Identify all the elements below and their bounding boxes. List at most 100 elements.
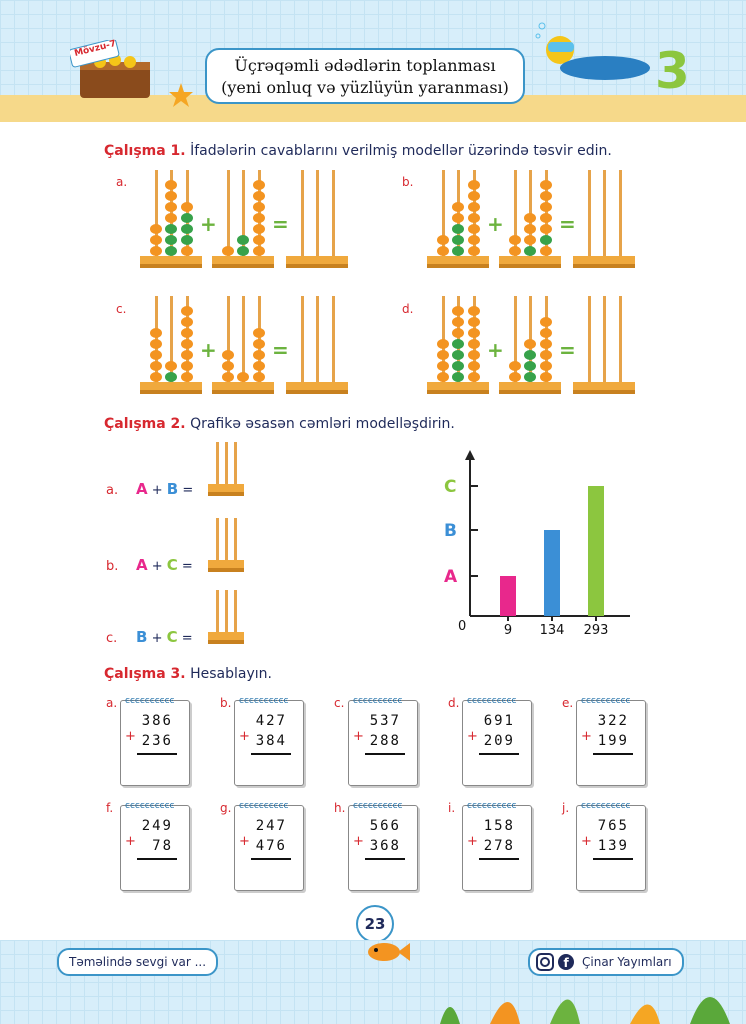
abacus-bead <box>467 202 480 212</box>
ex3-card-label: d. <box>448 696 460 710</box>
abacus-bead <box>539 235 552 245</box>
abacus-base <box>499 382 561 394</box>
abacus-bead <box>524 372 536 382</box>
abacus-bead <box>524 339 536 349</box>
abacus-bead <box>221 372 234 382</box>
abacus-bead <box>252 246 265 256</box>
abacus-bead <box>524 235 536 245</box>
equals-sign: = <box>178 483 194 498</box>
addend-bottom: 288 <box>369 733 401 749</box>
abacus-bead <box>165 213 177 223</box>
y-tick-label: A <box>444 567 458 587</box>
abacus-base <box>573 382 635 394</box>
abacus-rod <box>234 518 237 562</box>
ex3-card-label: f. <box>106 801 114 815</box>
abacus-bead <box>467 350 480 360</box>
ex2-right-letter: B <box>166 480 179 498</box>
abacus-bead <box>452 235 464 245</box>
ex2-left-letter: A <box>136 556 148 574</box>
abacus-bead <box>436 372 449 382</box>
footer-slogan: Təməlində sevgi var ... <box>57 948 219 976</box>
addition-card: ͼͼͼͼͼͼͼͼͼͼ 427 384 + <box>234 697 304 786</box>
addend-bottom: 139 <box>597 838 629 854</box>
ex2-row: a. A + B = <box>106 480 193 498</box>
plus-sign: + <box>147 559 167 574</box>
abacus-second <box>212 170 274 270</box>
abacus-base <box>499 256 561 268</box>
abacus-rod <box>242 170 245 258</box>
abacus-bead <box>539 224 552 234</box>
y-tick-label: C <box>444 477 456 497</box>
abacus-bead <box>539 180 552 190</box>
abacus-rod <box>216 442 219 486</box>
addend-top: 386 <box>141 713 173 729</box>
instagram-icon[interactable] <box>536 953 554 971</box>
plus-sign: + <box>353 729 364 744</box>
abacus-base <box>208 632 244 644</box>
plus-sign: + <box>125 834 136 849</box>
abacus-first <box>427 296 489 396</box>
abacus-bead <box>180 202 193 212</box>
addition-card: ͼͼͼͼͼͼͼͼͼͼ 537 288 + <box>348 697 418 786</box>
abacus-bead <box>436 361 449 371</box>
abacus-second <box>212 296 274 396</box>
abacus-answer <box>573 170 635 270</box>
plus-sign: + <box>147 631 167 646</box>
abacus-bead <box>467 361 480 371</box>
abacus-base <box>427 256 489 268</box>
plus-sign: + <box>581 834 592 849</box>
abacus-bead <box>252 339 265 349</box>
abacus-rod <box>234 442 237 486</box>
abacus-rod <box>331 296 335 384</box>
spiral-binding-icon: ͼͼͼͼͼͼͼͼͼͼ <box>467 801 517 811</box>
abacus-answer <box>286 170 348 270</box>
abacus-bead <box>539 372 552 382</box>
ex3-card-label: a. <box>106 696 118 710</box>
abacus-bead <box>149 328 162 338</box>
addend-bottom: 368 <box>369 838 401 854</box>
abacus-bead <box>539 213 552 223</box>
abacus-rod <box>234 590 237 634</box>
plus-sign: + <box>200 338 217 362</box>
abacus-bead <box>149 350 162 360</box>
addend-top: 249 <box>141 818 173 834</box>
page-title: Üçrəqəmli ədədlərin toplanması (yeni onl… <box>205 48 525 104</box>
abacus-bead <box>165 235 177 245</box>
abacus-bead <box>252 224 265 234</box>
abacus-base <box>140 256 202 268</box>
y-axis-arrow <box>465 450 475 460</box>
abacus-bead <box>165 202 177 212</box>
ex1-label-a: a. <box>116 175 128 189</box>
abacus-bead <box>252 213 265 223</box>
section-number: 3 <box>655 42 690 100</box>
plus-sign: + <box>353 834 364 849</box>
ex2-row-label: c. <box>106 631 118 646</box>
abacus-bead <box>180 317 193 327</box>
abacus-base <box>212 256 274 268</box>
abacus-bead <box>180 350 193 360</box>
y-tick-label: B <box>444 521 457 541</box>
bar-C <box>588 486 604 616</box>
sum-line <box>137 858 177 860</box>
abacus-bead <box>252 372 265 382</box>
abacus-bead <box>467 246 480 256</box>
abacus-bead <box>180 328 193 338</box>
sum-line <box>593 753 633 755</box>
abacus-bead <box>467 213 480 223</box>
addition-card: ͼͼͼͼͼͼͼͼͼͼ 765 139 + <box>576 802 646 891</box>
ex2-right-letter: C <box>166 628 178 646</box>
abacus-bead <box>467 317 480 327</box>
abacus-bead <box>539 361 552 371</box>
abacus-rod <box>316 170 319 258</box>
abacus-bead <box>467 328 480 338</box>
x-tick-label: 9 <box>504 623 512 638</box>
ex2-row-label: b. <box>106 559 119 574</box>
addition-card: ͼͼͼͼͼͼͼͼͼͼ 322 199 + <box>576 697 646 786</box>
abacus-base <box>212 382 274 394</box>
abacus-bead <box>524 224 536 234</box>
bar-chart: A 9 B 134 C 293 0 <box>444 450 630 638</box>
facebook-icon[interactable]: f <box>557 953 575 971</box>
plus-sign: + <box>125 729 136 744</box>
bar-B <box>544 530 560 616</box>
abacus-rod <box>441 170 445 258</box>
